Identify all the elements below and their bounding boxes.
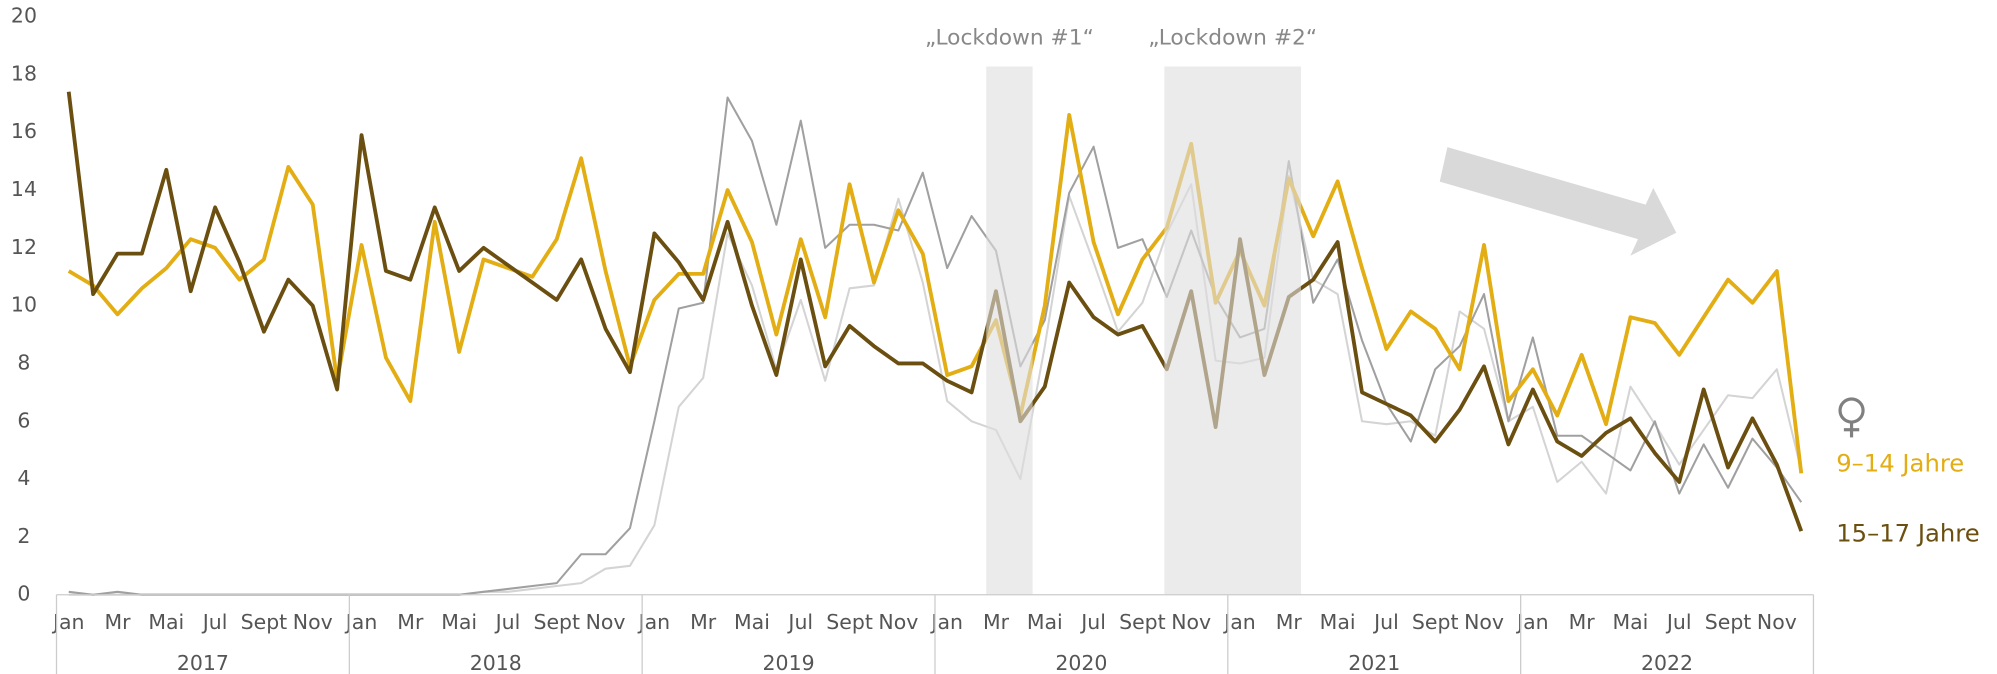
- x-tick-label: Jul: [786, 610, 813, 634]
- x-tick-label: Mr: [1569, 610, 1596, 634]
- lockdown-label: „Lockdown #2“: [1148, 25, 1317, 50]
- x-tick-label: Jul: [1079, 610, 1106, 634]
- year-label: 2019: [763, 651, 815, 674]
- x-tick-label: Sept: [241, 610, 288, 634]
- x-tick-label: Nov: [1757, 610, 1797, 634]
- y-tick-label: 2: [17, 524, 30, 548]
- legend-label: 9–14 Jahre: [1836, 448, 1964, 477]
- series-line: [67, 112, 1804, 474]
- y-tick-label: 8: [17, 350, 30, 374]
- lockdown-label: „Lockdown #1“: [925, 25, 1094, 50]
- x-tick-label: Mai: [148, 610, 184, 634]
- x-tick-label: Mr: [1276, 610, 1303, 634]
- lockdown-band: [986, 66, 1033, 595]
- x-tick-label: Jul: [201, 610, 228, 634]
- x-tick-label: Nov: [878, 610, 918, 634]
- x-tick-label: Nov: [1464, 610, 1504, 634]
- x-tick-label: Sept: [1119, 610, 1166, 634]
- y-tick-label: 10: [11, 293, 37, 317]
- x-tick-label: Nov: [586, 610, 626, 634]
- x-tick-label: Jul: [1665, 610, 1692, 634]
- x-tick-label: Nov: [293, 610, 333, 634]
- x-tick-label: Mai: [1613, 610, 1649, 634]
- x-tick-label: Sept: [826, 610, 873, 634]
- year-label: 2022: [1641, 651, 1693, 674]
- y-tick-label: 18: [11, 61, 37, 85]
- year-label: 2017: [177, 651, 229, 674]
- x-tick-label: Mai: [734, 610, 770, 634]
- x-tick-label: Mr: [690, 610, 717, 634]
- x-tick-label: Jul: [1372, 610, 1399, 634]
- x-tick-label: Sept: [1705, 610, 1752, 634]
- y-tick-label: 4: [17, 466, 30, 490]
- series-line: [66, 91, 1804, 532]
- y-tick-label: 12: [11, 235, 37, 259]
- y-tick-label: 0: [17, 582, 30, 606]
- x-tick-label: Mr: [104, 610, 131, 634]
- shaded-regions: „Lockdown #1“ „Lockdown #2“: [925, 25, 1317, 595]
- x-tick-label: Jul: [494, 610, 521, 634]
- y-tick-label: 6: [17, 408, 30, 432]
- y-tick-label: 14: [11, 177, 37, 201]
- x-tick-label: Mr: [397, 610, 424, 634]
- x-tick-label: Nov: [1171, 610, 1211, 634]
- year-label: 2021: [1348, 651, 1400, 674]
- x-tick-label: Mai: [1027, 610, 1063, 634]
- y-tick-label: 16: [11, 119, 37, 143]
- lockdown-band: [1164, 66, 1302, 595]
- x-tick-label: Mai: [441, 610, 477, 634]
- x-tick-label: Sept: [1412, 610, 1459, 634]
- year-label: 2020: [1055, 651, 1107, 674]
- plot-lines: [66, 91, 1804, 596]
- female-symbol: [1838, 397, 1865, 438]
- x-tick-label: Sept: [533, 610, 580, 634]
- legend-label: 15–17 Jahre: [1836, 519, 1979, 548]
- y-tick-label: 20: [11, 4, 37, 28]
- x-tick-label: Mai: [1320, 610, 1356, 634]
- trend-arrow: [1439, 147, 1677, 256]
- year-label: 2018: [470, 651, 522, 674]
- x-tick-label: Mr: [983, 610, 1010, 634]
